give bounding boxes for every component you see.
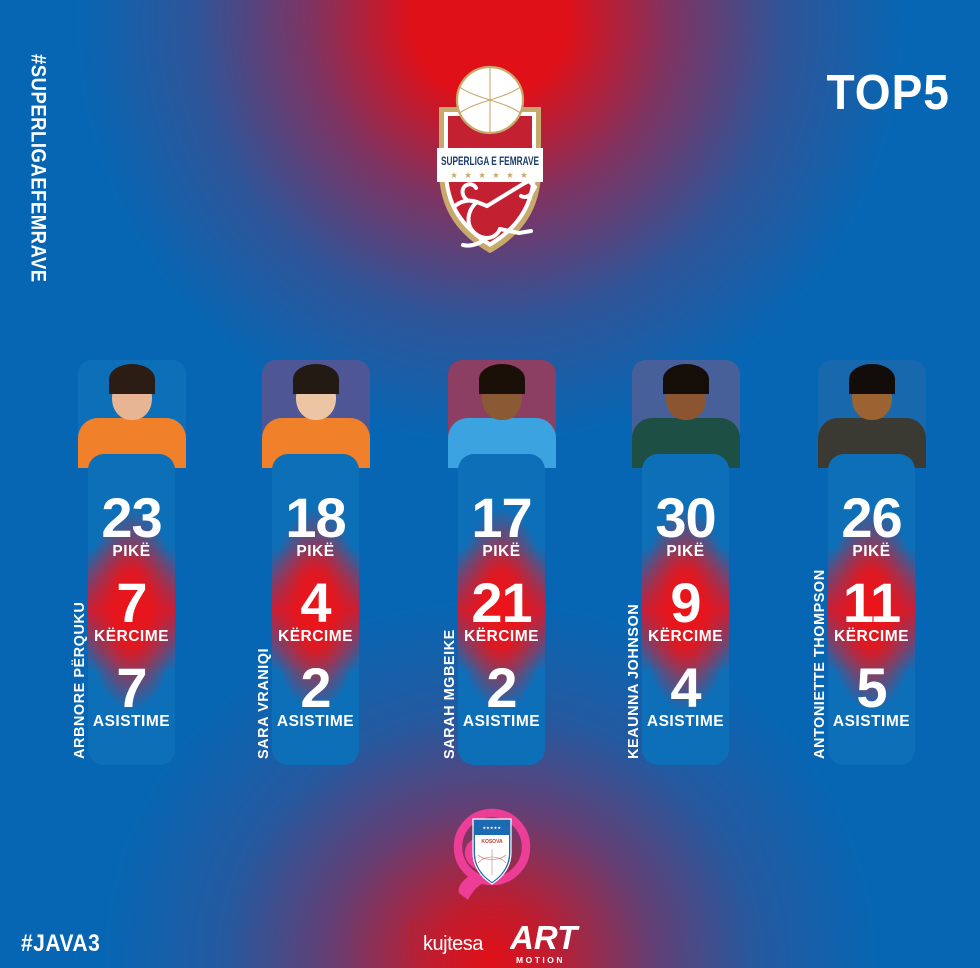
svg-text:kujtesa: kujtesa	[423, 933, 484, 955]
svg-text:ART: ART	[510, 919, 580, 956]
svg-text:★ ★ ★ ★ ★ ★: ★ ★ ★ ★ ★ ★	[450, 170, 530, 180]
svg-text:SUPERLIGA E FEMRAVE: SUPERLIGA E FEMRAVE	[441, 156, 539, 168]
svg-text:★★★★★: ★★★★★	[483, 825, 502, 830]
svg-text:KOSOVA: KOSOVA	[481, 839, 503, 845]
svg-text:MOTION: MOTION	[516, 955, 565, 965]
